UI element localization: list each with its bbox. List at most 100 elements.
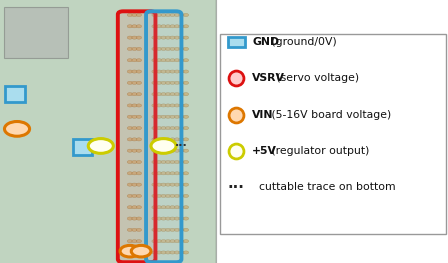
Circle shape (170, 47, 175, 50)
Circle shape (174, 251, 180, 254)
Circle shape (170, 138, 175, 141)
Circle shape (179, 70, 184, 73)
Circle shape (127, 138, 133, 141)
Circle shape (165, 183, 171, 186)
Circle shape (132, 138, 137, 141)
Circle shape (183, 251, 189, 254)
Circle shape (120, 245, 140, 257)
Circle shape (156, 47, 162, 50)
Circle shape (136, 25, 142, 28)
Circle shape (165, 70, 171, 73)
Circle shape (127, 115, 133, 118)
Circle shape (127, 81, 133, 84)
Text: (5-16V board voltage): (5-16V board voltage) (268, 110, 391, 120)
Circle shape (132, 13, 137, 17)
Circle shape (161, 183, 166, 186)
Circle shape (170, 160, 175, 164)
Text: (regulator output): (regulator output) (268, 146, 369, 156)
Circle shape (165, 115, 171, 118)
Circle shape (179, 13, 184, 17)
Circle shape (179, 104, 184, 107)
Circle shape (156, 25, 162, 28)
FancyBboxPatch shape (118, 11, 155, 262)
Circle shape (156, 160, 162, 164)
Circle shape (161, 217, 166, 220)
Circle shape (136, 240, 142, 243)
Circle shape (156, 138, 162, 141)
Text: GND: GND (252, 37, 280, 47)
Circle shape (174, 217, 180, 220)
Circle shape (127, 36, 133, 39)
Circle shape (170, 206, 175, 209)
Circle shape (161, 127, 166, 130)
Circle shape (152, 47, 157, 50)
Circle shape (179, 93, 184, 96)
Circle shape (165, 104, 171, 107)
Circle shape (179, 81, 184, 84)
Circle shape (179, 172, 184, 175)
Circle shape (161, 36, 166, 39)
Circle shape (183, 36, 189, 39)
Circle shape (132, 149, 137, 152)
Circle shape (165, 47, 171, 50)
Text: ···: ··· (228, 180, 245, 195)
Circle shape (183, 206, 189, 209)
Circle shape (156, 172, 162, 175)
Circle shape (174, 47, 180, 50)
Circle shape (161, 149, 166, 152)
Circle shape (165, 138, 171, 141)
Circle shape (156, 194, 162, 198)
FancyBboxPatch shape (220, 34, 446, 234)
Circle shape (170, 13, 175, 17)
Circle shape (165, 206, 171, 209)
Circle shape (156, 127, 162, 130)
Circle shape (152, 115, 157, 118)
Circle shape (179, 251, 184, 254)
Circle shape (183, 138, 189, 141)
Circle shape (132, 172, 137, 175)
Circle shape (174, 228, 180, 231)
Circle shape (165, 93, 171, 96)
Circle shape (165, 194, 171, 198)
FancyBboxPatch shape (0, 0, 216, 263)
Circle shape (156, 183, 162, 186)
Circle shape (136, 115, 142, 118)
Circle shape (127, 59, 133, 62)
Circle shape (152, 149, 157, 152)
Circle shape (179, 217, 184, 220)
Text: (ground/0V): (ground/0V) (268, 37, 336, 47)
Circle shape (183, 81, 189, 84)
Circle shape (132, 206, 137, 209)
Circle shape (183, 127, 189, 130)
Circle shape (174, 138, 180, 141)
Circle shape (136, 228, 142, 231)
Circle shape (127, 228, 133, 231)
Circle shape (152, 217, 157, 220)
Circle shape (161, 172, 166, 175)
Circle shape (170, 93, 175, 96)
Circle shape (132, 36, 137, 39)
Circle shape (152, 81, 157, 84)
Circle shape (152, 251, 157, 254)
Circle shape (127, 13, 133, 17)
Circle shape (183, 25, 189, 28)
Circle shape (156, 206, 162, 209)
Circle shape (136, 36, 142, 39)
Circle shape (127, 93, 133, 96)
Circle shape (152, 127, 157, 130)
Circle shape (174, 149, 180, 152)
Circle shape (136, 217, 142, 220)
Circle shape (179, 228, 184, 231)
Circle shape (161, 104, 166, 107)
Circle shape (156, 59, 162, 62)
FancyBboxPatch shape (5, 86, 25, 102)
Circle shape (183, 115, 189, 118)
Circle shape (165, 36, 171, 39)
Circle shape (132, 81, 137, 84)
Circle shape (136, 127, 142, 130)
Circle shape (156, 81, 162, 84)
Circle shape (174, 206, 180, 209)
Circle shape (179, 160, 184, 164)
Circle shape (179, 127, 184, 130)
Circle shape (127, 104, 133, 107)
